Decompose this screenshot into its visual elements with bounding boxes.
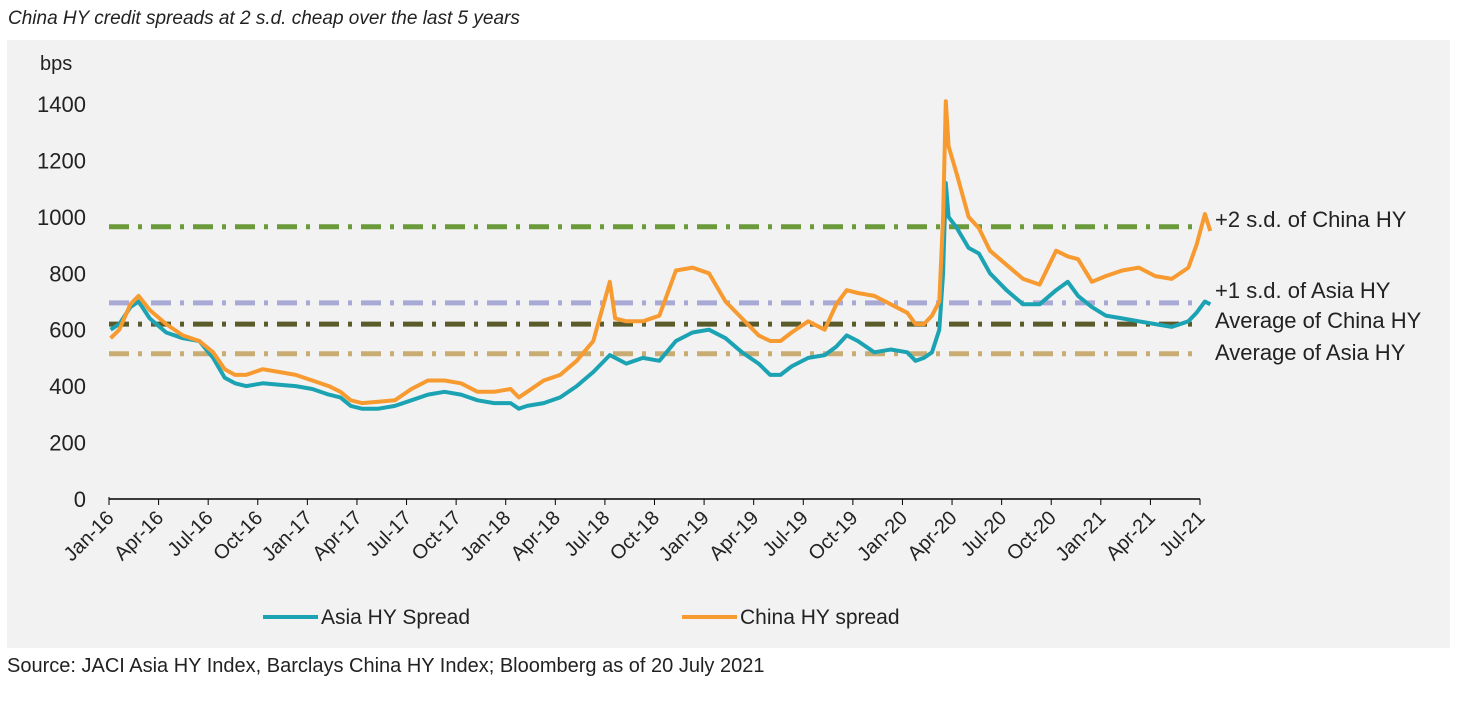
reference-labels: +2 s.d. of China HY +1 s.d. of Asia HY Ave… xyxy=(1215,207,1422,365)
y-tick-label: 400 xyxy=(49,374,86,399)
x-tick-label: Apr-16 xyxy=(110,507,168,565)
x-tick-label: Jul-20 xyxy=(957,507,1011,561)
x-tick-label: Jan-18 xyxy=(456,507,515,566)
x-tick-label: Oct-19 xyxy=(804,507,862,565)
y-tick-label: 1000 xyxy=(37,205,86,230)
reference-label: Average of Asia HY xyxy=(1215,340,1406,365)
reference-lines xyxy=(109,224,1195,357)
y-tick-label: 800 xyxy=(49,261,86,286)
x-tick-label: Apr-20 xyxy=(904,507,962,565)
x-tick-label: Oct-17 xyxy=(408,507,466,565)
x-tick-label: Jul-17 xyxy=(362,507,416,561)
y-tick-label: 0 xyxy=(74,487,86,512)
x-tick-label: Oct-18 xyxy=(606,507,664,565)
x-tick-label: Jan-17 xyxy=(258,507,317,566)
x-tick-label: Oct-16 xyxy=(209,507,267,565)
china-hy-line xyxy=(109,99,1213,406)
reference-label: Average of China HY xyxy=(1215,308,1422,333)
x-tick-label: Jan-16 xyxy=(60,507,119,566)
y-tick-label: 200 xyxy=(49,431,86,456)
y-tick-label: 1400 xyxy=(37,92,86,117)
x-tick-label: Jul-16 xyxy=(164,507,218,561)
chart-title: China HY credit spreads at 2 s.d. cheap … xyxy=(8,8,520,29)
legend-label: Asia HY Spread xyxy=(321,606,470,629)
series-lines xyxy=(109,99,1213,411)
reference-label: +1 s.d. of Asia HY xyxy=(1215,278,1391,303)
x-tick-label: Jan-19 xyxy=(655,507,714,566)
x-tick-label: Jan-21 xyxy=(1052,507,1111,566)
x-tick-label: Apr-21 xyxy=(1102,507,1160,565)
chart-panel xyxy=(7,40,1450,648)
legend: Asia HY Spread China HY spread xyxy=(263,606,900,629)
x-tick-label: Apr-19 xyxy=(705,507,763,565)
y-tick-label: 1200 xyxy=(37,148,86,173)
y-tick-label: 600 xyxy=(49,318,86,343)
asia-hy-line xyxy=(109,181,1212,411)
x-tick-label: Jul-19 xyxy=(759,507,813,561)
y-axis-label: bps xyxy=(40,53,72,75)
axes: 0200400600800100012001400Jan-16Apr-16Jul… xyxy=(37,92,1209,566)
legend-label: China HY spread xyxy=(740,606,900,629)
reference-label: +2 s.d. of China HY xyxy=(1215,207,1407,232)
x-tick-label: Jan-20 xyxy=(853,507,912,566)
x-tick-label: Jul-21 xyxy=(1155,507,1209,561)
x-tick-label: Jul-18 xyxy=(560,507,614,561)
source-note: Source: JACI Asia HY Index, Barclays Chi… xyxy=(7,655,765,677)
x-tick-label: Apr-17 xyxy=(308,507,366,565)
x-tick-label: Oct-20 xyxy=(1003,507,1061,565)
x-tick-label: Apr-18 xyxy=(507,507,565,565)
